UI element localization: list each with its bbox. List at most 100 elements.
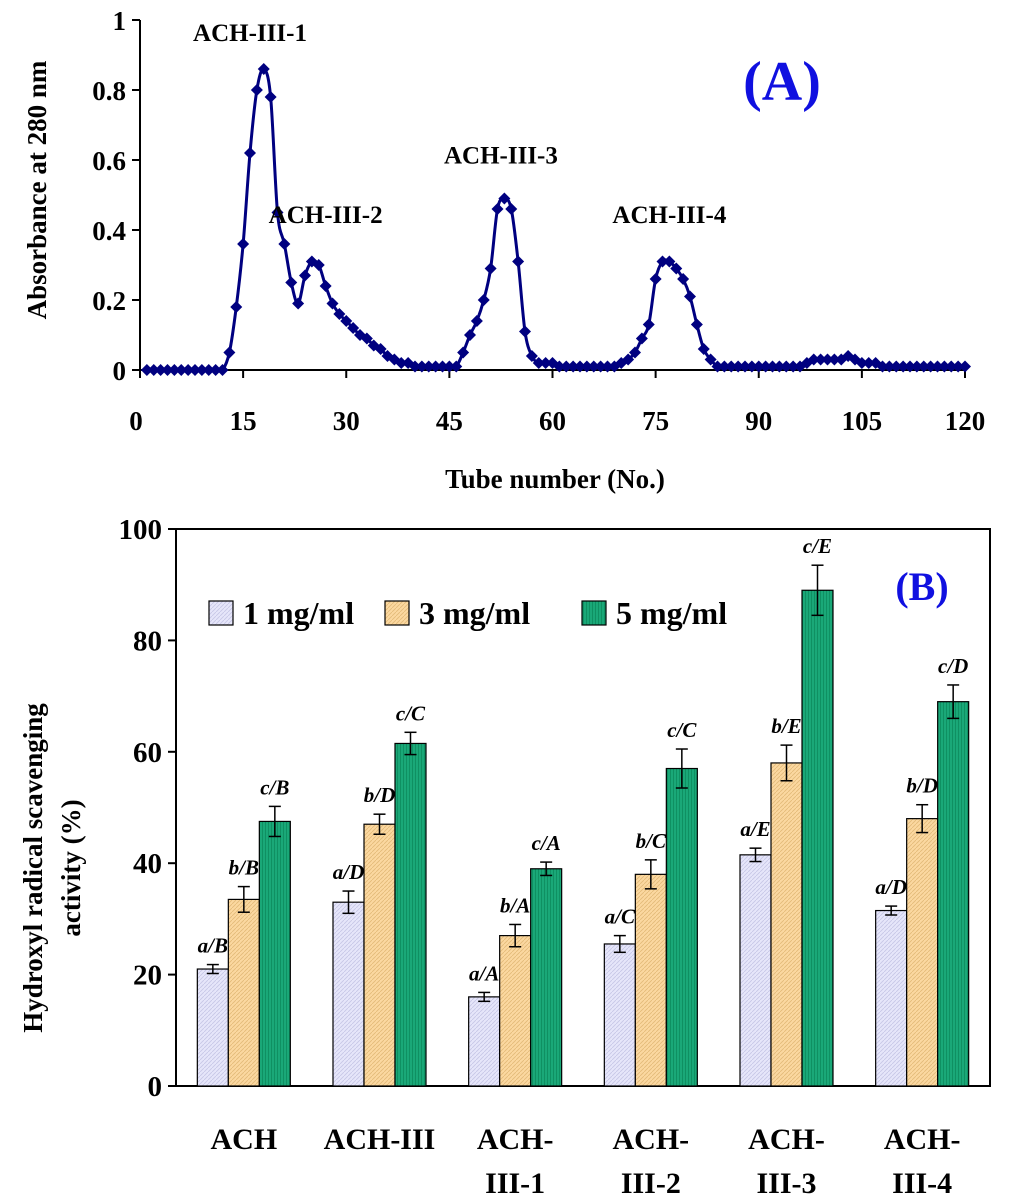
significance-label: a/D	[875, 875, 907, 899]
chart-a-data-point	[670, 262, 683, 275]
chart-b-panel-label: (B)	[895, 564, 948, 609]
significance-label: b/D	[906, 774, 938, 798]
chart-a-peak-label: ACH-III-4	[612, 202, 726, 229]
chart-a-data-point	[855, 357, 868, 369]
chart-b-frame	[175, 528, 991, 1087]
chart-a-data-point	[594, 360, 607, 373]
chart-a-data-point	[436, 360, 449, 373]
bar-2-cat-2	[363, 823, 396, 1087]
significance-label: b/E	[771, 714, 801, 738]
chart-a-data-point	[587, 360, 600, 373]
chart-a-data-point	[147, 364, 160, 376]
chart-a-data-point	[787, 360, 800, 373]
chart-a-data-point	[684, 290, 696, 303]
chart-b-y-tick-label: 40	[133, 848, 162, 880]
chart-a-y-tick-label: 0.6	[92, 146, 126, 176]
chart-a-data-point	[422, 360, 435, 373]
chart-b-y-tick-label: 60	[133, 737, 162, 769]
chart-a-data-point	[285, 276, 298, 289]
chart-a-data-point	[711, 360, 724, 373]
chart-a-y-tick-label: 0	[113, 356, 127, 386]
category-label: III-2	[621, 1167, 681, 1200]
significance-label: a/A	[469, 961, 499, 985]
chart-a-data-point	[195, 364, 208, 376]
significance-label: c/E	[803, 534, 832, 558]
chart-a-data-point	[663, 255, 676, 268]
chart-a-data-point	[299, 269, 311, 282]
significance-label: b/B	[229, 856, 259, 880]
chart-a-data-point	[704, 353, 717, 366]
chart-a-data-point	[409, 360, 421, 373]
chart-a-data-point	[945, 360, 958, 373]
chart-a-x-tick-label: 75	[642, 406, 669, 436]
chart-a-data-point	[952, 360, 965, 373]
chart-a-data-point	[333, 308, 346, 320]
significance-label: c/C	[396, 701, 426, 725]
chart-a-data-point	[876, 360, 889, 373]
bar-1-cat-1	[196, 968, 229, 1087]
category-label: ACH-	[884, 1123, 961, 1156]
chart-a-data-point	[395, 357, 408, 369]
chart-a-data-point	[457, 346, 470, 359]
chart-a-data-point	[574, 360, 586, 373]
significance-label: a/B	[198, 934, 228, 958]
chart-a-data-point	[732, 360, 745, 373]
chart-a-data-point	[752, 360, 765, 373]
chart-a-data-point	[807, 353, 820, 366]
category-label: ACH-	[477, 1123, 554, 1156]
chart-a-data-point	[931, 360, 944, 373]
bar-1-cat-5	[739, 854, 772, 1087]
chart-a-data-point	[780, 360, 793, 373]
bar-3-cat-5	[801, 589, 834, 1087]
bar-3-cat-1	[258, 820, 291, 1087]
chart-a-data-point	[821, 353, 834, 366]
chart-a-data-point	[601, 360, 614, 373]
chart-a-data-point	[443, 360, 456, 373]
significance-label: c/C	[667, 718, 697, 742]
chart-a-xlabel: Tube number (No.)	[445, 464, 665, 494]
chart-a-data-point	[154, 364, 167, 376]
chart-b-y-tick-label: 20	[133, 960, 162, 992]
chart-a-data-point	[415, 360, 428, 373]
chart-a-data-point	[629, 346, 641, 359]
bar-1-cat-2	[332, 901, 365, 1087]
chart-a-data-point	[649, 273, 662, 285]
chart-b-ylabel-line-1: Hydroxyl radical scavenging	[18, 703, 48, 1033]
chart-a-x-tick-label: 15	[230, 406, 257, 436]
chart-a-data-point	[250, 84, 263, 96]
chart-a-data-point	[360, 332, 373, 345]
chart-a-panel-label: (A)	[743, 51, 821, 113]
chart-a-data-point	[567, 360, 580, 373]
category-label: III-3	[756, 1167, 816, 1200]
chart-a-data-point	[519, 325, 531, 338]
chart-a-peak-label: ACH-III-3	[444, 143, 558, 170]
chart-b-y-tick-label: 80	[133, 625, 162, 657]
chart-a-data-point	[257, 63, 270, 75]
chart-a-data-point	[512, 255, 525, 268]
chart-a-data-point	[580, 360, 593, 373]
legend-label-3: 5 mg/ml	[616, 595, 727, 631]
chart-a-data-point	[470, 315, 483, 327]
chart-a-data-point	[202, 364, 215, 376]
chart-a-data-point	[182, 364, 195, 376]
chart-a-data-point	[725, 360, 738, 373]
chart-a-data-point	[917, 360, 930, 373]
chart-a-data-point	[697, 343, 710, 355]
chart-a-data-point	[189, 364, 201, 376]
significance-label: b/C	[636, 829, 667, 853]
bar-2-cat-6	[906, 818, 939, 1087]
chart-a-data-point	[326, 297, 339, 310]
chart-a-data-point	[814, 353, 827, 366]
bar-1-cat-6	[875, 909, 908, 1087]
chart-a-data-point	[759, 360, 772, 373]
bar-2-cat-1	[227, 898, 260, 1087]
scavenging-bar-chart: Hydroxyl radical scavenging activity (%)…	[18, 514, 991, 1200]
chart-a-data-point	[319, 280, 332, 292]
chart-a-x-tick-label: 0	[129, 406, 143, 436]
chart-a-data-point	[959, 360, 971, 373]
category-label: III-1	[485, 1167, 545, 1200]
bar-3-cat-4	[665, 767, 698, 1087]
chart-a-data-point	[718, 360, 731, 373]
chart-a-x-tick-label: 120	[945, 406, 986, 436]
